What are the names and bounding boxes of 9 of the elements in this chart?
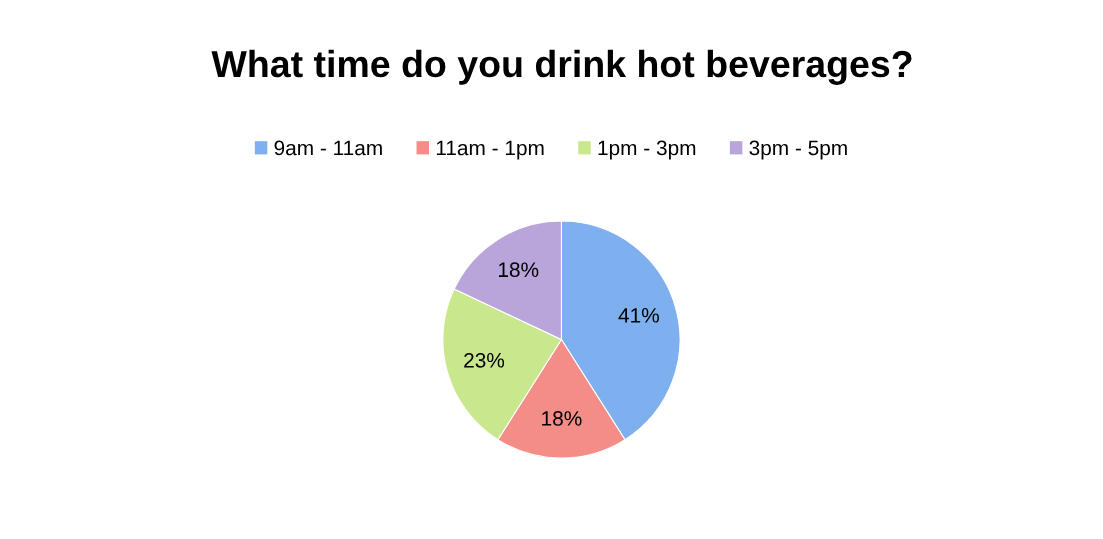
legend-label: 3pm - 5pm: [749, 140, 847, 160]
data-label: 18%: [498, 262, 539, 278]
chart-title: What time do you drink hot beverages?: [211, 49, 912, 85]
legend-label: 11am - 1pm: [436, 140, 544, 160]
legend-label: 9am - 11am: [274, 140, 382, 156]
data-label: 23%: [464, 352, 505, 368]
data-label: 41%: [618, 308, 659, 323]
data-label: 18%: [542, 411, 582, 426]
legend-label: 1pm - 3pm: [598, 140, 696, 160]
